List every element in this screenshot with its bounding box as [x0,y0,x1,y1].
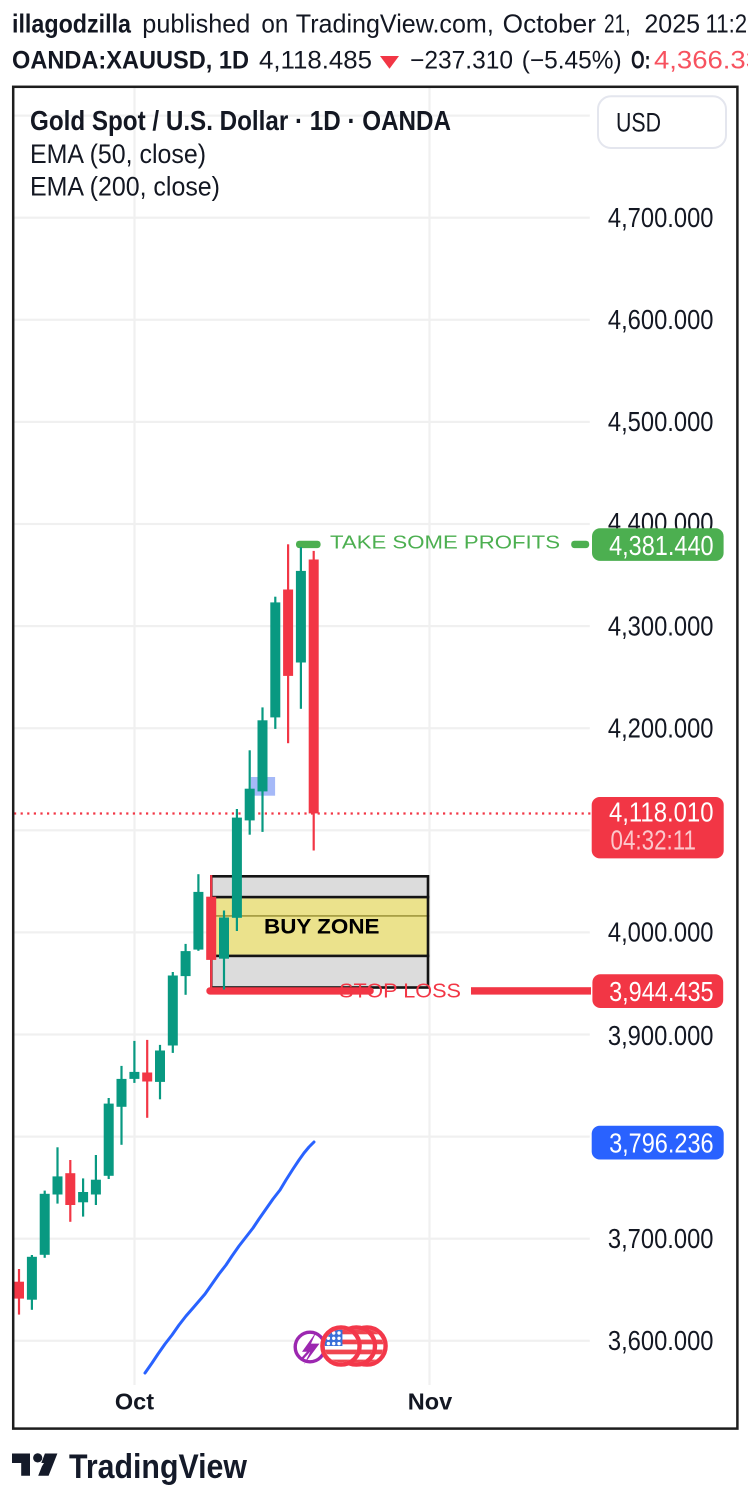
svg-text:3,796.236: 3,796.236 [609,1127,714,1158]
svg-text:3,700.000: 3,700.000 [608,1223,714,1254]
svg-text:published: published [142,9,250,39]
svg-text:4,118.485: 4,118.485 [259,47,372,75]
svg-text:3,600.000: 3,600.000 [608,1325,714,1356]
svg-text:4,700.000: 4,700.000 [608,202,714,233]
svg-text:Gold Spot / U.S. Dollar · 1D ·: Gold Spot / U.S. Dollar · 1D · OANDA [30,105,451,136]
svg-text:04:32:11: 04:32:11 [611,824,697,855]
svg-text:11:26: 11:26 [706,9,748,39]
svg-text:4,200.000: 4,200.000 [608,712,714,743]
svg-text:3,944.435: 3,944.435 [609,976,714,1007]
svg-text:on: on [261,9,288,39]
svg-text:21,: 21, [604,9,631,39]
svg-text:TAKE SOME PROFITS: TAKE SOME PROFITS [330,532,560,553]
svg-text:USD: USD [616,108,661,138]
svg-text:(−5.45%): (−5.45%) [522,47,622,75]
svg-text:Oct: Oct [115,1389,154,1415]
svg-text:Nov: Nov [408,1389,452,1415]
svg-text:4,381.440: 4,381.440 [609,530,714,561]
svg-text:4,118.010: 4,118.010 [609,796,714,827]
svg-text:EMA (50, close): EMA (50, close) [30,139,206,169]
svg-text:October: October [503,9,597,39]
svg-text:TradingView: TradingView [69,1448,247,1486]
svg-text:4,600.000: 4,600.000 [608,304,714,335]
svg-text:BUY ZONE: BUY ZONE [264,915,380,938]
svg-text:4,300.000: 4,300.000 [608,610,714,641]
svg-text:4,000.000: 4,000.000 [608,917,714,948]
svg-text:EMA (200, close): EMA (200, close) [30,171,220,201]
svg-text:OANDA:XAUUSD, 1D: OANDA:XAUUSD, 1D [12,47,249,75]
svg-text:STOP LOSS: STOP LOSS [339,980,461,1003]
svg-text:3,900.000: 3,900.000 [608,1020,714,1051]
svg-text:TradingView.com,: TradingView.com, [296,9,494,39]
svg-text:4,500.000: 4,500.000 [608,406,714,437]
svg-text:illagodzilla: illagodzilla [12,9,131,39]
svg-text:−237.310: −237.310 [410,47,513,75]
svg-text:O:: O: [631,47,651,75]
svg-text:4,366.33: 4,366.33 [654,47,748,75]
svg-text:2025: 2025 [644,9,700,39]
